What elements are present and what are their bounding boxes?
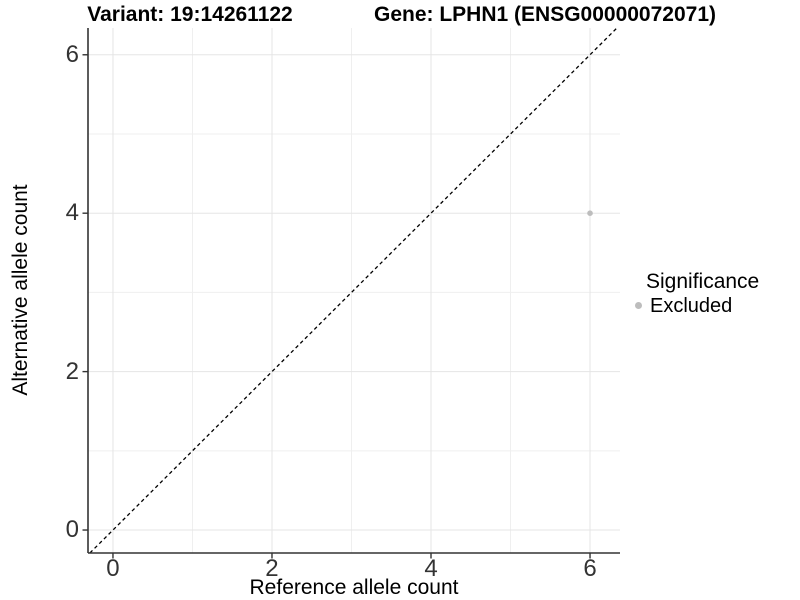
x-tick-label: 6 [583, 555, 597, 582]
legend-point-icon [635, 302, 642, 309]
identity-line [89, 27, 618, 554]
y-tick-label: 4 [65, 199, 79, 227]
y-tick-label: 0 [65, 516, 79, 544]
y-tick-label: 2 [65, 357, 79, 385]
legend-title: Significance [646, 270, 760, 293]
x-tick-label: 4 [424, 555, 438, 582]
plot-title-gene: Gene: LPHN1 (ENSG00000072071) [374, 3, 716, 26]
plot-title-variant: Variant: 19:14261122 [87, 3, 293, 26]
data-point [587, 210, 593, 216]
x-tick-label: 0 [106, 555, 120, 582]
x-tick-label: 2 [265, 555, 279, 582]
legend-item-label: Excluded [650, 295, 733, 317]
y-tick-label: 6 [65, 40, 79, 68]
y-axis-title: Alternative allele count [9, 184, 32, 396]
x-axis-title: Reference allele count [249, 576, 459, 599]
